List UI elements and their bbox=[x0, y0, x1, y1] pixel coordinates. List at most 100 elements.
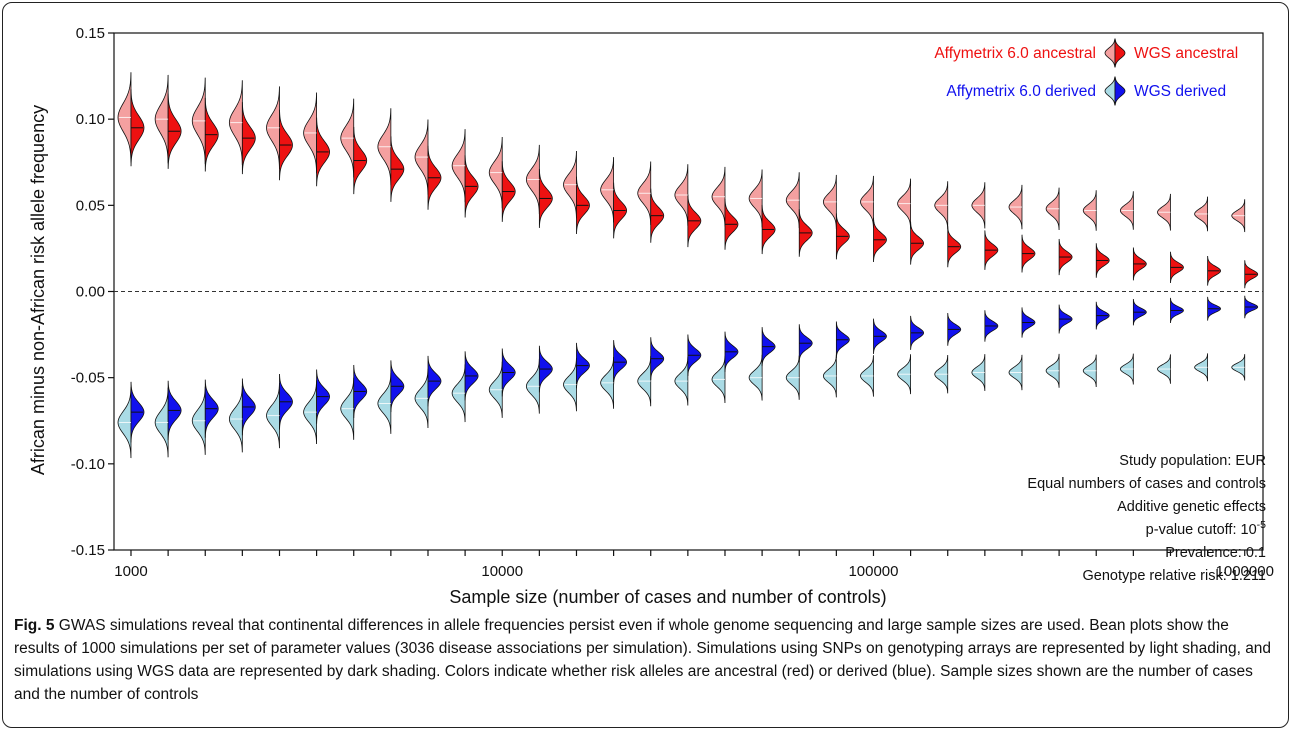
legend-affy-ancestral-label: Affymetrix 6.0 ancestral bbox=[934, 45, 1096, 62]
ancestral-bean-22 bbox=[934, 181, 962, 268]
ancestral-bean-15 bbox=[674, 164, 702, 248]
y-tick-label-6: -0.15 bbox=[71, 542, 105, 559]
ancestral-bean-24 bbox=[1008, 184, 1036, 273]
legend-derived-bean-array-half bbox=[1104, 76, 1116, 106]
derived-bean-23 bbox=[971, 310, 999, 391]
ancestral-bean-14 bbox=[637, 161, 665, 243]
ancestral-bean-26 bbox=[1082, 190, 1110, 278]
legend-ancestral-bean bbox=[1104, 38, 1126, 68]
y-tick-label-3: 0.00 bbox=[76, 284, 105, 301]
ancestral-bean-6 bbox=[340, 98, 368, 195]
derived-bean-28 bbox=[1157, 297, 1184, 384]
annotation-p-value-exponent: -5 bbox=[1257, 519, 1266, 531]
y-tick-label-0: 0.15 bbox=[76, 25, 105, 42]
bean-plot-chart: 0.15 0.10 0.05 0.00 -0.05 -0.10 -0.15 1000 10000… bbox=[28, 25, 1274, 607]
derived-bean-26 bbox=[1082, 301, 1110, 387]
ancestral-bean-0 bbox=[117, 72, 145, 167]
derived-bean-27 bbox=[1119, 298, 1147, 385]
derived-bean-7 bbox=[377, 360, 405, 434]
parameter-annotations: Study population: EUR Equal numbers of c… bbox=[1027, 453, 1266, 584]
derived-bean-30 bbox=[1231, 295, 1259, 381]
y-tick-label-4: -0.05 bbox=[71, 370, 105, 387]
derived-bean-11 bbox=[525, 345, 553, 414]
derived-bean-29 bbox=[1194, 296, 1222, 382]
ancestral-bean-7 bbox=[377, 108, 405, 202]
derived-bean-1 bbox=[154, 380, 182, 458]
ancestral-bean-16 bbox=[711, 166, 739, 250]
derived-bean-16 bbox=[711, 331, 739, 404]
legend-ancestral-bean-array-half bbox=[1104, 38, 1116, 68]
ancestral-bean-20 bbox=[860, 175, 887, 262]
ancestral-bean-13 bbox=[600, 157, 628, 239]
ancestral-bean-19 bbox=[822, 174, 850, 260]
ancestral-bean-11 bbox=[525, 144, 553, 228]
legend-derived-bean bbox=[1104, 76, 1126, 106]
ancestral-bean-29 bbox=[1194, 196, 1222, 286]
ancestral-bean-3 bbox=[228, 80, 256, 175]
legend: Affymetrix 6.0 ancestral WGS ancestral A… bbox=[934, 38, 1238, 106]
legend-affy-derived-label: Affymetrix 6.0 derived bbox=[946, 83, 1096, 100]
ancestral-bean-1 bbox=[154, 74, 182, 169]
ancestral-bean-17 bbox=[748, 169, 776, 255]
ancestral-bean-5 bbox=[303, 92, 331, 187]
derived-bean-17 bbox=[748, 327, 776, 401]
derived-bean-24 bbox=[1008, 307, 1036, 391]
legend-wgs-derived-label: WGS derived bbox=[1134, 83, 1226, 100]
derived-bean-14 bbox=[637, 337, 665, 407]
ancestral-bean-25 bbox=[1045, 187, 1073, 276]
ancestral-bean-10 bbox=[488, 136, 516, 222]
y-tick-label-5: -0.10 bbox=[71, 456, 105, 473]
ancestral-bean-30 bbox=[1231, 199, 1259, 289]
ancestral-bean-27 bbox=[1119, 191, 1147, 281]
ancestral-bean-2 bbox=[191, 77, 219, 172]
derived-bean-18 bbox=[785, 324, 813, 400]
derived-bean-0 bbox=[117, 381, 145, 459]
ancestral-bean-23 bbox=[971, 182, 999, 270]
derived-bean-25 bbox=[1045, 304, 1073, 388]
figure-label: Fig. 5 bbox=[14, 617, 55, 634]
y-tick-label-1: 0.10 bbox=[76, 111, 105, 128]
derived-bean-15 bbox=[674, 334, 702, 406]
ancestral-bean-12 bbox=[563, 150, 590, 235]
annotation-genotype-relative-risk: Genotype relative risk: 1.211 bbox=[1083, 568, 1267, 584]
x-tick-label-3: 1000000 bbox=[1216, 563, 1274, 580]
derived-bean-4 bbox=[266, 373, 293, 449]
ancestral-bean-28 bbox=[1157, 193, 1184, 284]
x-tick-label-0: 1000 bbox=[114, 563, 147, 580]
derived-bean-19 bbox=[822, 321, 850, 398]
ancestral-bean-9 bbox=[451, 129, 479, 218]
annotation-p-value-text: p-value cutoff: 10 bbox=[1146, 522, 1257, 538]
caption-text: GWAS simulations reveal that continental… bbox=[14, 617, 1272, 703]
x-tick-label-1: 10000 bbox=[481, 563, 523, 580]
derived-bean-13 bbox=[600, 340, 628, 409]
legend-ancestral-bean-wgs-half bbox=[1114, 38, 1126, 68]
derived-bean-20 bbox=[860, 318, 887, 397]
legend-derived-bean-wgs-half bbox=[1114, 76, 1126, 106]
figure-caption: Fig. 5 GWAS simulations reveal that cont… bbox=[14, 614, 1276, 706]
x-tick-label-2: 100000 bbox=[848, 563, 898, 580]
derived-bean-9 bbox=[451, 351, 479, 423]
annotation-study-population: Study population: EUR bbox=[1119, 453, 1266, 469]
y-tick-label-2: 0.05 bbox=[76, 197, 105, 214]
derived-bean-10 bbox=[488, 348, 516, 418]
derived-bean-21 bbox=[897, 315, 925, 395]
ancestral-bean-4 bbox=[266, 86, 293, 181]
ancestral-bean-21 bbox=[897, 178, 925, 265]
derived-bean-2 bbox=[191, 379, 219, 455]
ancestral-bean-18 bbox=[785, 172, 813, 257]
derived-bean-12 bbox=[563, 342, 590, 412]
annotation-equal-numbers: Equal numbers of cases and controls bbox=[1027, 476, 1266, 492]
derived-bean-3 bbox=[228, 378, 256, 453]
derived-bean-5 bbox=[303, 369, 331, 444]
y-axis-label: African minus non-African risk allele fr… bbox=[28, 105, 48, 475]
annotation-additive-effects: Additive genetic effects bbox=[1117, 499, 1266, 515]
derived-bean-22 bbox=[934, 313, 962, 394]
derived-bean-8 bbox=[414, 355, 442, 428]
ancestral-bean-8 bbox=[414, 119, 442, 210]
annotation-prevalence: Prevalence: 0.1 bbox=[1165, 545, 1266, 561]
derived-bean-6 bbox=[340, 364, 368, 440]
legend-wgs-ancestral-label: WGS ancestral bbox=[1134, 45, 1238, 62]
x-axis-label: Sample size (number of cases and number … bbox=[449, 587, 886, 607]
annotation-p-value-cutoff: p-value cutoff: 10-5 bbox=[1146, 519, 1266, 538]
